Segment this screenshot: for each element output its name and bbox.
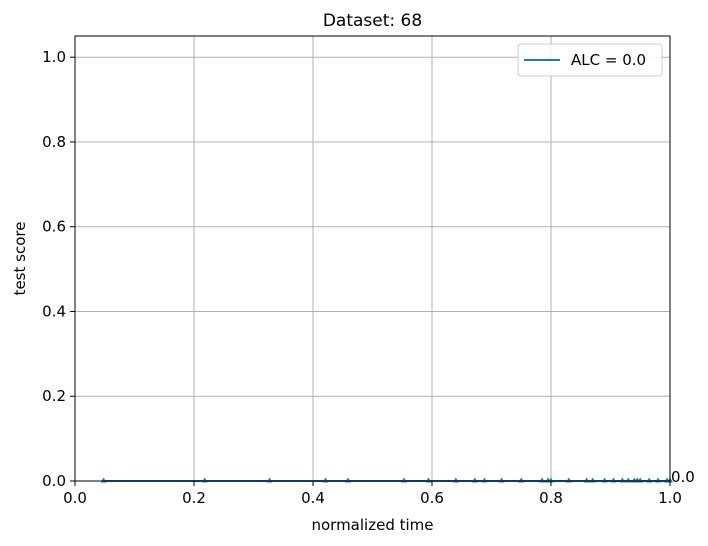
legend-box [517,43,663,77]
x-axis-label: normalized time [311,516,433,534]
legend: ALC = 0.0 [517,43,663,77]
x-tick-label: 0.0 [63,489,87,507]
y-tick-label: 0.8 [42,133,66,151]
y-tick-label: 0.2 [42,387,66,405]
x-tick-label: 0.2 [182,489,206,507]
ticks: 0.0 0.2 0.4 0.6 0.8 1.0 0.0 0.2 0.4 0.6 0.8 1.0 [42,48,682,507]
y-tick-label: 0.0 [42,472,66,490]
x-tick-label: 0.8 [539,489,563,507]
chart-title: Dataset: 68 [323,11,422,31]
y-tick-label: 0.6 [42,218,66,236]
x-tick-label: 1.0 [658,489,682,507]
legend-entry-label: ALC = 0.0 [571,51,646,69]
y-tick-label: 1.0 [42,48,66,66]
x-tick-label: 0.4 [301,489,325,507]
x-tick-label: 0.6 [420,489,444,507]
end-value-label: 0.0 [671,468,695,486]
y-axis-label: test score [11,222,29,296]
y-tick-label: 0.4 [42,302,66,320]
plot-frame [74,35,671,482]
